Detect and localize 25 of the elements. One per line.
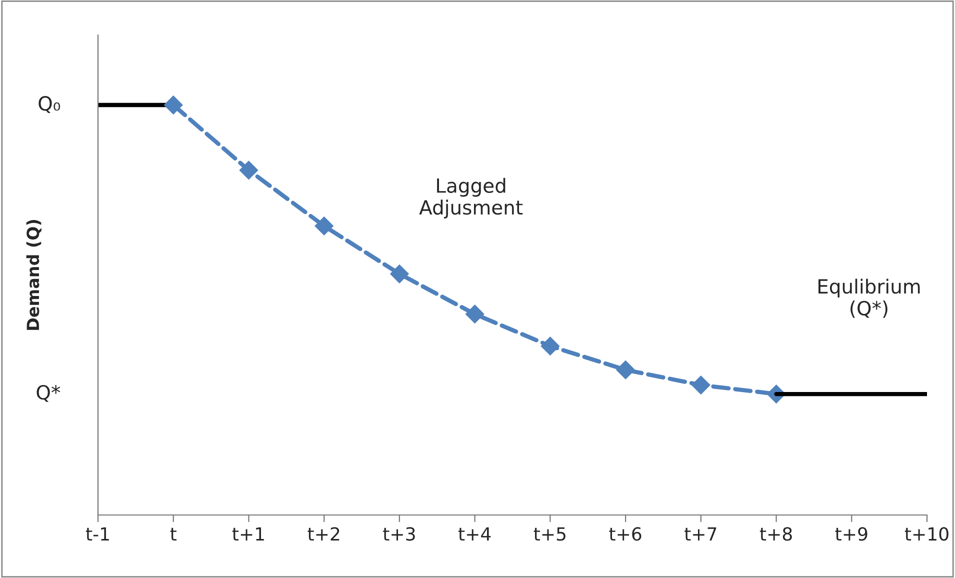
x-tick-label: t+1 xyxy=(232,527,264,541)
point xyxy=(692,376,710,394)
annotation: Lagged Adjusment xyxy=(419,178,523,218)
annotation: Equlibrium (Q*) xyxy=(818,278,920,318)
point xyxy=(239,160,258,180)
x-tick-label: t-1 xyxy=(86,527,109,541)
text: Q* xyxy=(36,384,60,402)
x-tick-label: t+8 xyxy=(760,527,792,541)
x-tick-label: t+7 xyxy=(684,527,716,541)
x-tick-label: t+4 xyxy=(458,527,491,541)
x-tick-label: t+6 xyxy=(609,527,642,541)
x-tick-label: t+9 xyxy=(835,527,868,541)
point xyxy=(314,216,334,236)
point xyxy=(390,264,409,284)
point xyxy=(164,96,183,114)
x-tick-label: t+2 xyxy=(308,527,340,541)
x-tick-label: t+3 xyxy=(383,527,415,541)
point xyxy=(540,336,560,356)
x-tick-label: t+10 xyxy=(904,527,948,541)
x-tick-label: t xyxy=(170,528,176,541)
text: Q₀ xyxy=(38,96,60,113)
point xyxy=(616,360,635,380)
x-tick-label: t+5 xyxy=(534,527,566,541)
y-axis-title: Demand (Q) xyxy=(26,220,42,330)
point xyxy=(465,304,484,324)
